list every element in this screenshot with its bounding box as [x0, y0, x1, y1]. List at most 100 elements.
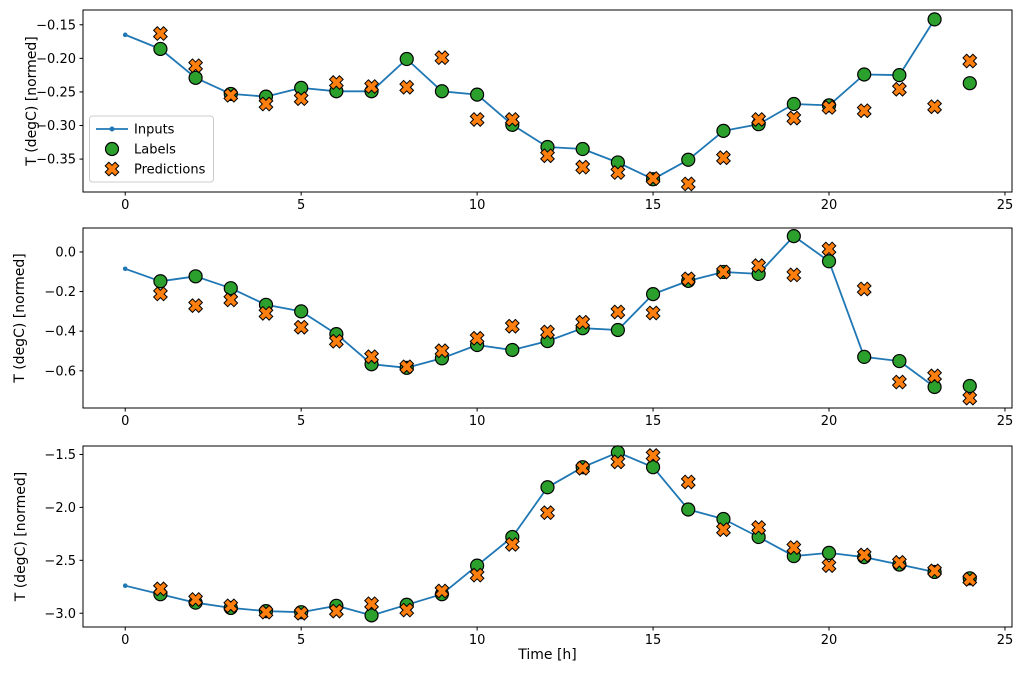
legend-labels-marker	[104, 141, 120, 157]
x-tick-label: 10	[469, 414, 486, 429]
inputs-point	[122, 583, 128, 589]
predictions-point	[575, 460, 591, 476]
x-tick-label: 15	[645, 414, 662, 429]
labels-point	[645, 460, 661, 475]
predictions-point	[680, 474, 696, 490]
predictions-point	[258, 305, 274, 321]
x-tick-label: 0	[121, 198, 129, 213]
predictions-point	[223, 598, 239, 614]
labels-point	[188, 269, 203, 284]
predictions-point	[645, 448, 661, 464]
predictions-point	[786, 540, 802, 556]
predictions-point	[610, 165, 626, 181]
predictions-point	[504, 318, 520, 334]
predictions-point	[821, 241, 837, 257]
predictions-point	[786, 267, 802, 283]
labels-point	[470, 87, 485, 102]
predictions-point	[751, 520, 767, 535]
predictions-point	[891, 374, 907, 390]
predictions-point	[540, 148, 555, 164]
predictions-point	[258, 604, 274, 620]
predictions-point	[434, 50, 450, 66]
predictions-point	[962, 53, 978, 69]
labels-point	[927, 379, 942, 395]
x-tick-label: 10	[469, 198, 486, 213]
y-axis-label: T (degC) [normed]	[12, 253, 28, 384]
y-axis: −1.5 −2.0 −2.5 −3.0	[44, 448, 83, 622]
x-axis: 0 5 10 15 20 25	[121, 192, 1013, 213]
legend-entry-label: Predictions	[134, 163, 206, 178]
predictions-point	[152, 286, 168, 302]
axes-frame	[82, 9, 1013, 193]
predictions-point	[856, 281, 872, 297]
predictions-point	[293, 91, 309, 107]
y-tick-label: −0.4	[44, 325, 76, 340]
legend-box	[89, 115, 214, 183]
y-axis-label: T (degC) [normed]	[13, 472, 29, 603]
predictions-point	[293, 605, 309, 621]
labels-point	[927, 12, 942, 27]
labels-point	[434, 84, 450, 99]
predictions-point	[856, 103, 872, 119]
labels-point	[645, 287, 661, 302]
predictions-point	[188, 298, 204, 314]
predictions-point	[821, 558, 837, 574]
y-tick-label: −3.0	[44, 607, 76, 622]
legend: Inputs Labels Predictions	[89, 115, 214, 183]
predictions-point	[188, 58, 204, 74]
inputs-point	[122, 266, 128, 272]
y-tick-label: −2.0	[44, 501, 76, 516]
x-tick-label: 0	[121, 633, 129, 648]
labels-point	[188, 70, 203, 85]
subplot-3: 0 5 10 15 20 25 −1.5 −2.0 −2.5 −3.0 T (degC) [norm…	[13, 445, 1013, 663]
legend-entry-label: Inputs	[134, 123, 175, 138]
predictions-point	[610, 304, 626, 320]
y-tick-label: −0.6	[44, 364, 76, 379]
x-tick-label: 15	[645, 633, 662, 648]
x-tick-label: 20	[821, 414, 838, 429]
predictions-point	[293, 319, 309, 335]
x-axis-label: Time [h]	[517, 647, 577, 663]
predictions-point	[152, 26, 168, 42]
predictions-point	[328, 603, 344, 619]
predictions-point	[856, 547, 872, 563]
predictions-point	[504, 111, 520, 127]
subplot-1: 0 5 10 15 20 25 −0.15 −0.20 −0.25 −0.30 −0.35T (de…	[24, 9, 1013, 213]
legend-entry-label: Labels	[134, 143, 176, 158]
labels-point	[892, 68, 907, 83]
predictions-point	[223, 87, 239, 103]
predictions-point	[364, 79, 380, 95]
labels-point	[821, 545, 837, 561]
x-tick-label: 20	[821, 198, 838, 213]
predictions-point	[328, 333, 344, 349]
labels-point	[962, 76, 977, 91]
labels-point	[575, 141, 590, 157]
axes-frame	[82, 445, 1013, 628]
x-tick-label: 15	[645, 198, 662, 213]
predictions-point	[504, 536, 520, 552]
y-axis-label: T (degC) [normed]	[24, 36, 40, 167]
labels-point	[540, 480, 555, 495]
x-axis: 0 5 10 15 20 25	[121, 408, 1013, 429]
labels-point	[857, 67, 872, 82]
y-tick-label: −0.2	[44, 285, 76, 300]
x-tick-label: 0	[121, 414, 129, 429]
labels-point	[857, 349, 872, 365]
y-tick-label: −0.35	[36, 153, 76, 168]
series-predictions	[152, 26, 978, 192]
predictions-point	[786, 110, 802, 126]
predictions-point	[364, 596, 380, 612]
predictions-point	[891, 81, 907, 97]
x-tick-label: 25	[997, 414, 1014, 429]
predictions-point	[927, 563, 943, 579]
y-tick-label: 0.0	[55, 246, 76, 261]
predictions-point	[328, 75, 344, 91]
labels-point	[399, 51, 414, 67]
y-tick-label: −0.25	[36, 85, 76, 100]
predictions-point	[223, 292, 239, 308]
labels-point	[153, 41, 168, 57]
labels-point	[681, 152, 696, 167]
x-tick-label: 5	[297, 414, 305, 429]
